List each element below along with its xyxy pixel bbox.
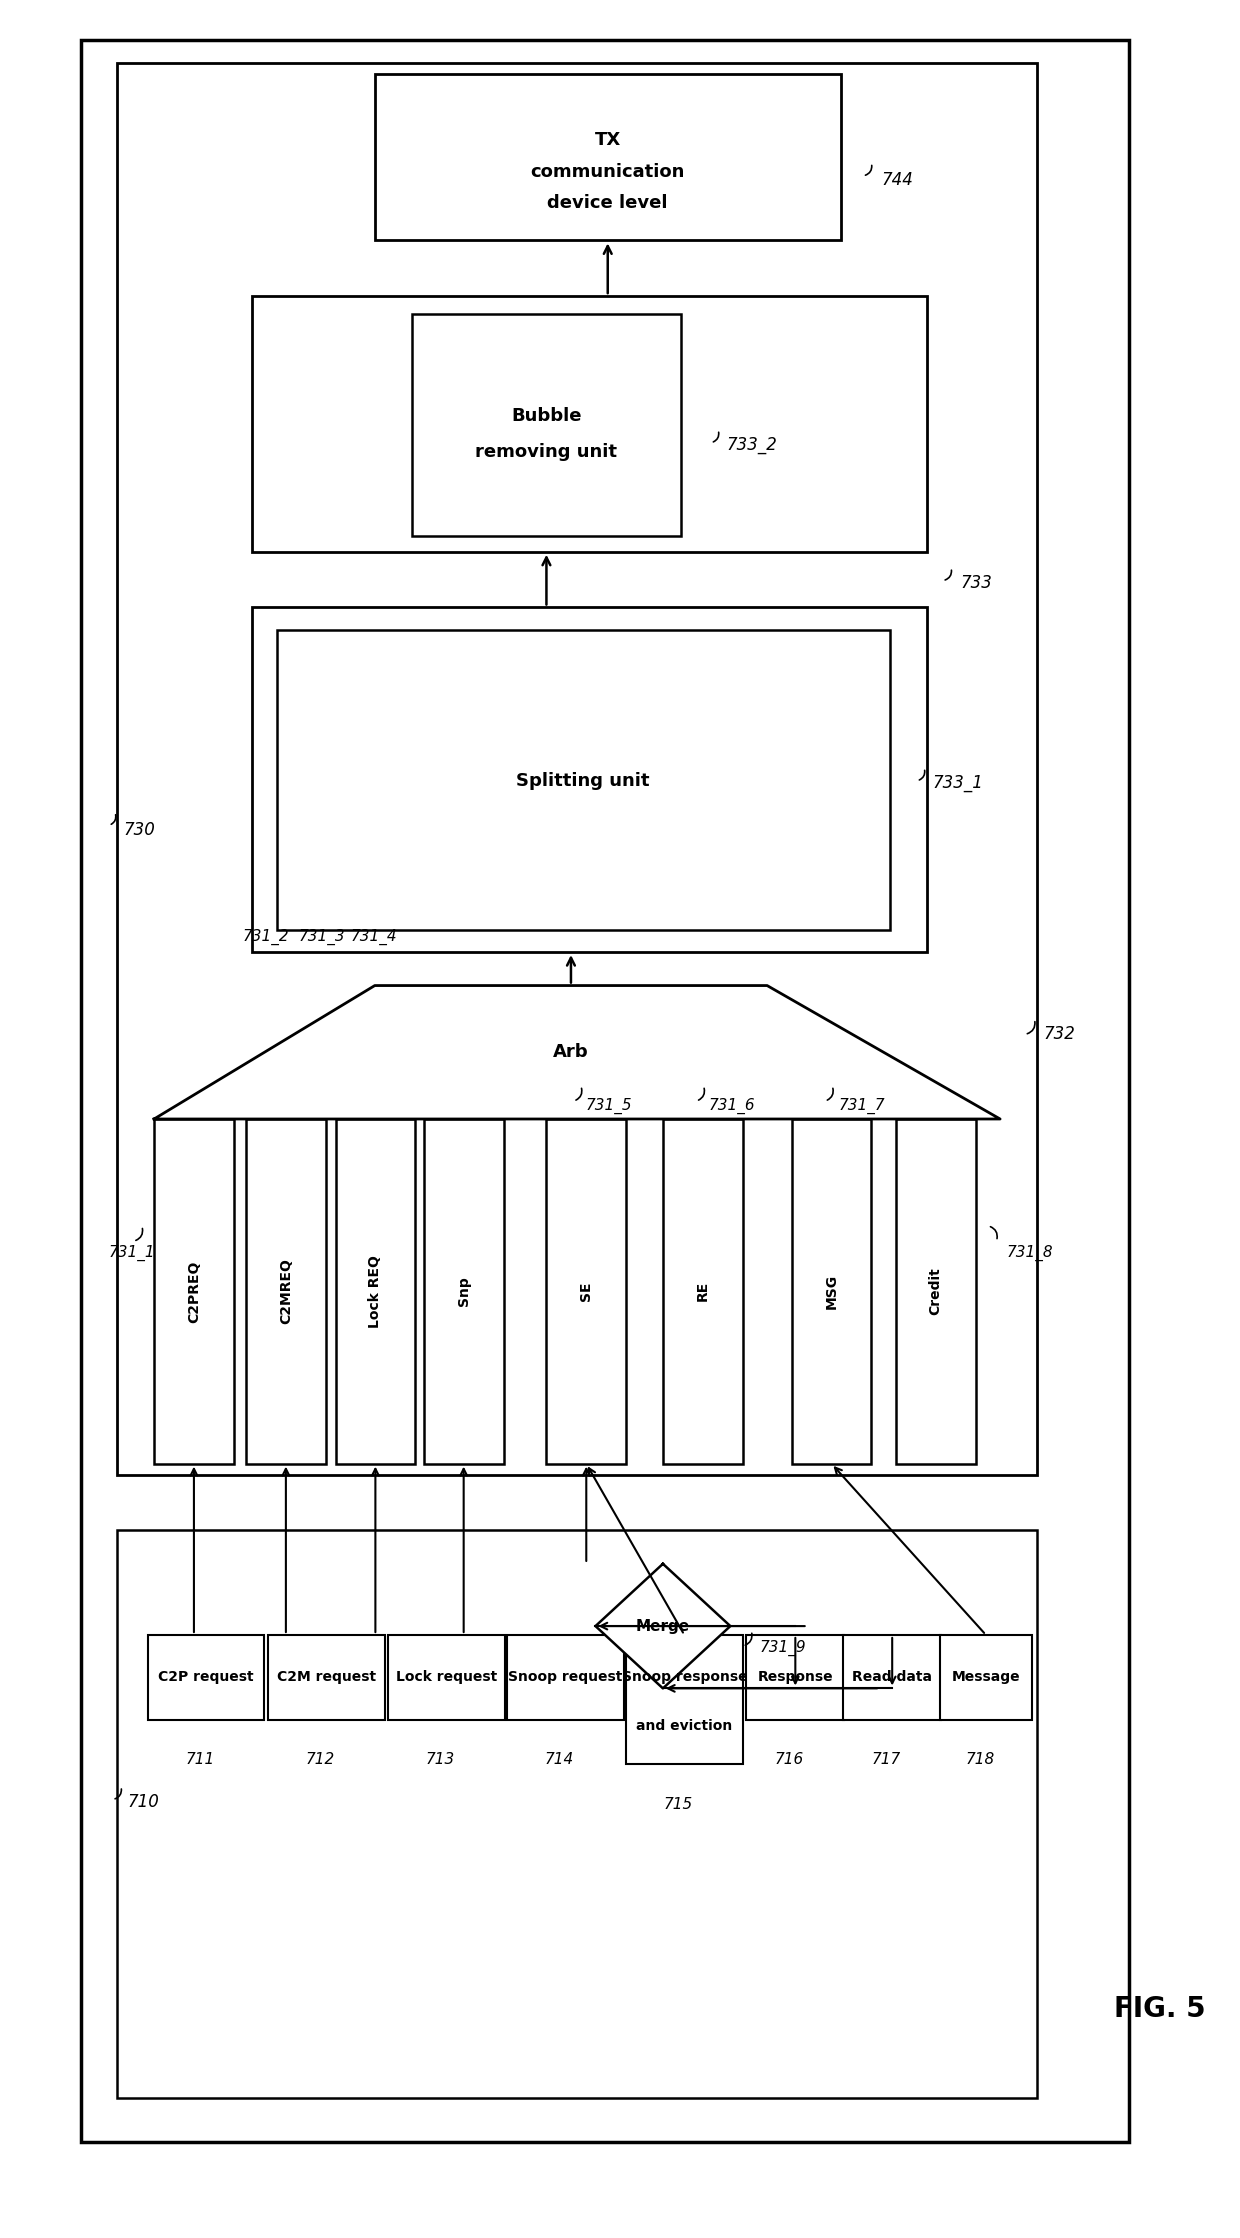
Text: 733_1: 733_1 <box>932 774 983 792</box>
Bar <box>895 1119 976 1464</box>
Text: Merge: Merge <box>636 1618 689 1634</box>
Text: 710: 710 <box>128 1793 159 1811</box>
Text: 731_1: 731_1 <box>109 1244 155 1260</box>
Text: removing unit: removing unit <box>475 443 618 461</box>
Text: and eviction: and eviction <box>636 1719 733 1732</box>
Bar <box>81 40 1128 2142</box>
Text: 731_4: 731_4 <box>350 929 397 944</box>
Bar <box>148 1636 264 1719</box>
Text: communication: communication <box>531 163 684 181</box>
Text: C2P request: C2P request <box>159 1670 254 1685</box>
Text: Bubble: Bubble <box>511 407 582 425</box>
Text: 733: 733 <box>961 573 993 593</box>
Text: 714: 714 <box>544 1752 574 1768</box>
Bar <box>626 1636 743 1764</box>
Bar <box>424 1119 503 1464</box>
Text: Arb: Arb <box>553 1043 589 1061</box>
Text: C2MREQ: C2MREQ <box>279 1258 293 1325</box>
Text: 718: 718 <box>965 1752 994 1768</box>
Text: 731_6: 731_6 <box>708 1097 755 1115</box>
Text: 744: 744 <box>882 172 913 190</box>
Text: C2M request: C2M request <box>277 1670 376 1685</box>
Text: Splitting unit: Splitting unit <box>517 772 650 790</box>
Text: 731_3: 731_3 <box>299 929 346 944</box>
Bar <box>268 1636 384 1719</box>
Polygon shape <box>595 1564 730 1687</box>
Text: 731_9: 731_9 <box>760 1640 806 1656</box>
Bar <box>843 1636 941 1719</box>
Text: C2PREQ: C2PREQ <box>187 1260 201 1323</box>
Text: MSG: MSG <box>825 1273 838 1309</box>
Text: 715: 715 <box>663 1797 693 1811</box>
Text: 730: 730 <box>124 821 155 839</box>
Bar <box>252 606 926 951</box>
Bar <box>547 1119 626 1464</box>
Text: 731_8: 731_8 <box>1006 1244 1053 1260</box>
Text: device level: device level <box>548 195 668 213</box>
Bar <box>118 63 1037 1475</box>
Text: 731_5: 731_5 <box>585 1097 632 1115</box>
Bar <box>277 629 890 931</box>
Text: Lock REQ: Lock REQ <box>368 1256 382 1327</box>
Polygon shape <box>154 985 1001 1119</box>
Text: 731_2: 731_2 <box>242 929 289 944</box>
Text: 717: 717 <box>872 1752 900 1768</box>
Bar <box>940 1636 1032 1719</box>
Bar <box>663 1119 743 1464</box>
Text: RE: RE <box>696 1280 709 1303</box>
Text: Read data: Read data <box>852 1670 932 1685</box>
Bar <box>246 1119 326 1464</box>
Bar <box>336 1119 415 1464</box>
Bar <box>252 295 926 553</box>
Bar <box>154 1119 234 1464</box>
Text: 712: 712 <box>305 1752 335 1768</box>
Bar <box>791 1119 872 1464</box>
Text: Snoop request: Snoop request <box>508 1670 622 1685</box>
Text: 716: 716 <box>775 1752 804 1768</box>
Bar <box>118 1531 1037 2097</box>
Bar <box>374 74 841 239</box>
Text: Snoop response: Snoop response <box>621 1670 748 1685</box>
Text: 731_7: 731_7 <box>838 1097 885 1115</box>
Text: FIG. 5: FIG. 5 <box>1114 1994 1205 2023</box>
Text: Lock request: Lock request <box>396 1670 497 1685</box>
Bar <box>412 313 681 537</box>
Text: Snp: Snp <box>456 1276 471 1307</box>
Bar <box>507 1636 624 1719</box>
Text: 732: 732 <box>1043 1025 1075 1043</box>
Bar <box>388 1636 505 1719</box>
Text: SE: SE <box>579 1282 593 1300</box>
Text: Response: Response <box>758 1670 833 1685</box>
Text: TX: TX <box>595 132 621 150</box>
Text: Credit: Credit <box>929 1267 942 1316</box>
Text: 711: 711 <box>186 1752 215 1768</box>
Bar <box>746 1636 844 1719</box>
Text: 733_2: 733_2 <box>727 436 777 454</box>
Text: Message: Message <box>951 1670 1021 1685</box>
Text: 713: 713 <box>425 1752 455 1768</box>
